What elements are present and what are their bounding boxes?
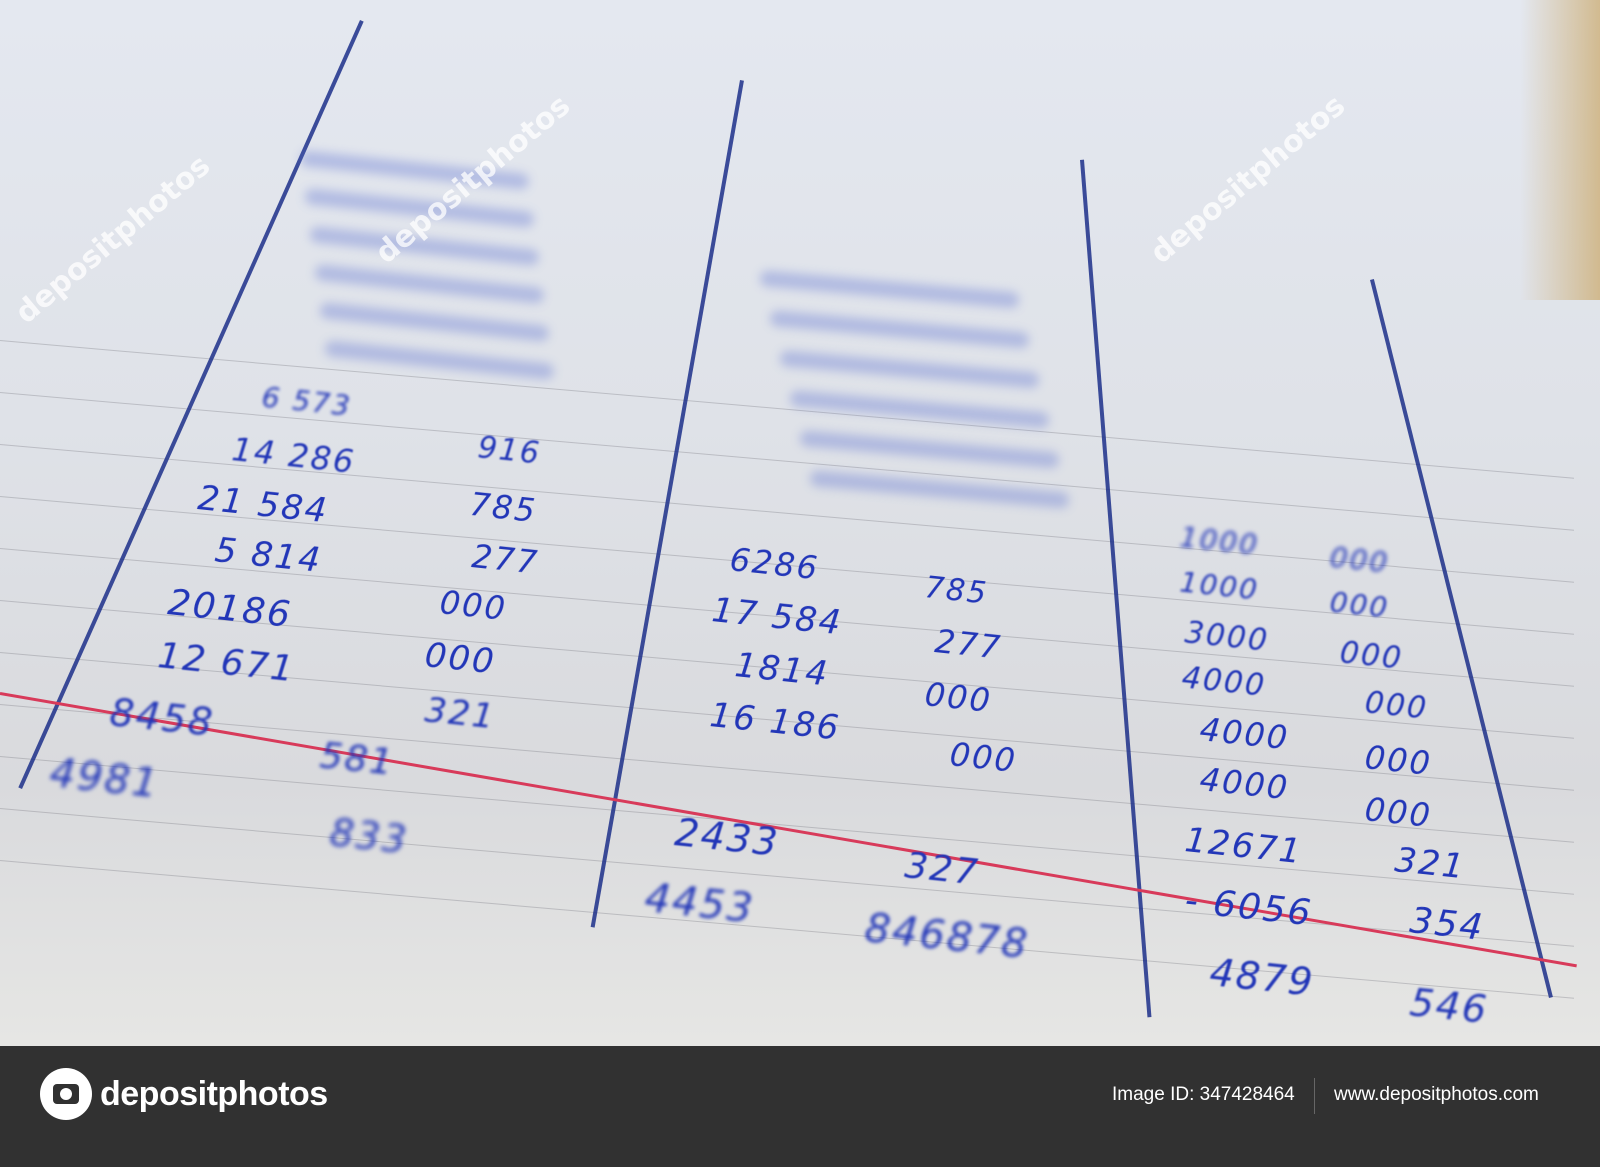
ledger-entry: 000 xyxy=(1338,635,1405,677)
blurred-row xyxy=(319,302,550,342)
ledger-entry: 321 xyxy=(422,690,498,738)
ledger-entry: 17 584 xyxy=(709,590,845,644)
ledger-entry: 20186 xyxy=(165,582,294,636)
blurred-row xyxy=(324,340,555,380)
ledger-entry: 000 xyxy=(438,583,509,628)
ledger-entry: 4000 xyxy=(1198,760,1291,808)
ledger-entry: 327 xyxy=(902,845,982,894)
logo: depositphotos xyxy=(40,1068,328,1120)
ledger-entry: 1000 xyxy=(1178,520,1261,562)
ruled-line xyxy=(0,756,1575,895)
logo-text: depositphotos xyxy=(100,1074,328,1113)
ledger-entry: 000 xyxy=(923,675,994,720)
ledger-entry: 321 xyxy=(1392,840,1468,888)
ledger-entry: 000 xyxy=(422,635,498,683)
blurred-row xyxy=(769,310,1030,349)
ledger-entry: 546 xyxy=(1407,980,1491,1033)
ledger-entry: 4000 xyxy=(1180,660,1268,704)
ledger-entry: 4879 xyxy=(1207,950,1317,1005)
ledger-entry: 846878 xyxy=(862,905,1032,969)
ledger-entry: 21 584 xyxy=(195,478,331,532)
blurred-row xyxy=(759,270,1020,309)
ledger-entry: 000 xyxy=(1363,738,1434,783)
ledger-entry: 6286 xyxy=(728,540,821,588)
blurred-row xyxy=(789,390,1050,429)
divider xyxy=(1314,1078,1315,1114)
column-line xyxy=(1370,279,1553,999)
website-link: www.depositphotos.com xyxy=(1334,1084,1539,1105)
ledger-entry: 14 286 xyxy=(230,430,358,481)
ledger-entry: 16 186 xyxy=(707,695,843,749)
ledger-entry: 4981 xyxy=(47,750,162,808)
ledger-entry: 4000 xyxy=(1198,710,1291,758)
ledger-entry: 8458 xyxy=(107,690,217,745)
ledger-entry: 000 xyxy=(1363,790,1434,835)
ledger-entry: 12 671 xyxy=(155,635,298,691)
ledger-entry: 000 xyxy=(948,735,1019,780)
blurred-row xyxy=(314,264,545,304)
blurred-row xyxy=(809,470,1070,509)
ledger-entry: 000 xyxy=(1328,585,1391,625)
ledger-entry: 1814 xyxy=(732,645,832,695)
ledger-entry: 000 xyxy=(1363,685,1430,727)
ledger-entry: 785 xyxy=(923,570,990,612)
ruled-line xyxy=(0,860,1575,999)
ledger-entry: 4453 xyxy=(642,875,757,933)
ledger-entry: 277 xyxy=(470,537,541,582)
ledger-entry: 277 xyxy=(933,622,1004,667)
blurred-row xyxy=(779,350,1040,389)
ledger-entry: 12671 xyxy=(1182,820,1305,873)
ledger-entry: 916 xyxy=(476,430,543,472)
image-id: Image ID: 347428464 xyxy=(1112,1084,1295,1105)
ledger-entry: 833 xyxy=(327,810,411,863)
blurred-row xyxy=(799,430,1060,469)
ledger-entry: 000 xyxy=(1328,540,1391,580)
ledger-entry: 581 xyxy=(317,735,397,784)
ledger-photo: 6 573 14 286 21 584 5 814 20186 12 671 8458 498… xyxy=(0,0,1600,1046)
ledger-entry: 2433 xyxy=(672,810,782,865)
ledger-entry: 5 814 xyxy=(212,530,324,582)
ledger-entry: 785 xyxy=(468,485,539,530)
ledger-entry: - 6056 xyxy=(1182,880,1315,935)
watermark: depositphotos xyxy=(8,148,218,331)
footer-bar: depositphotos Image ID: 347428464 www.de… xyxy=(0,1046,1600,1167)
camera-icon xyxy=(40,1068,92,1120)
ledger-entry: 354 xyxy=(1407,900,1487,949)
watermark: depositphotos xyxy=(1143,88,1353,271)
